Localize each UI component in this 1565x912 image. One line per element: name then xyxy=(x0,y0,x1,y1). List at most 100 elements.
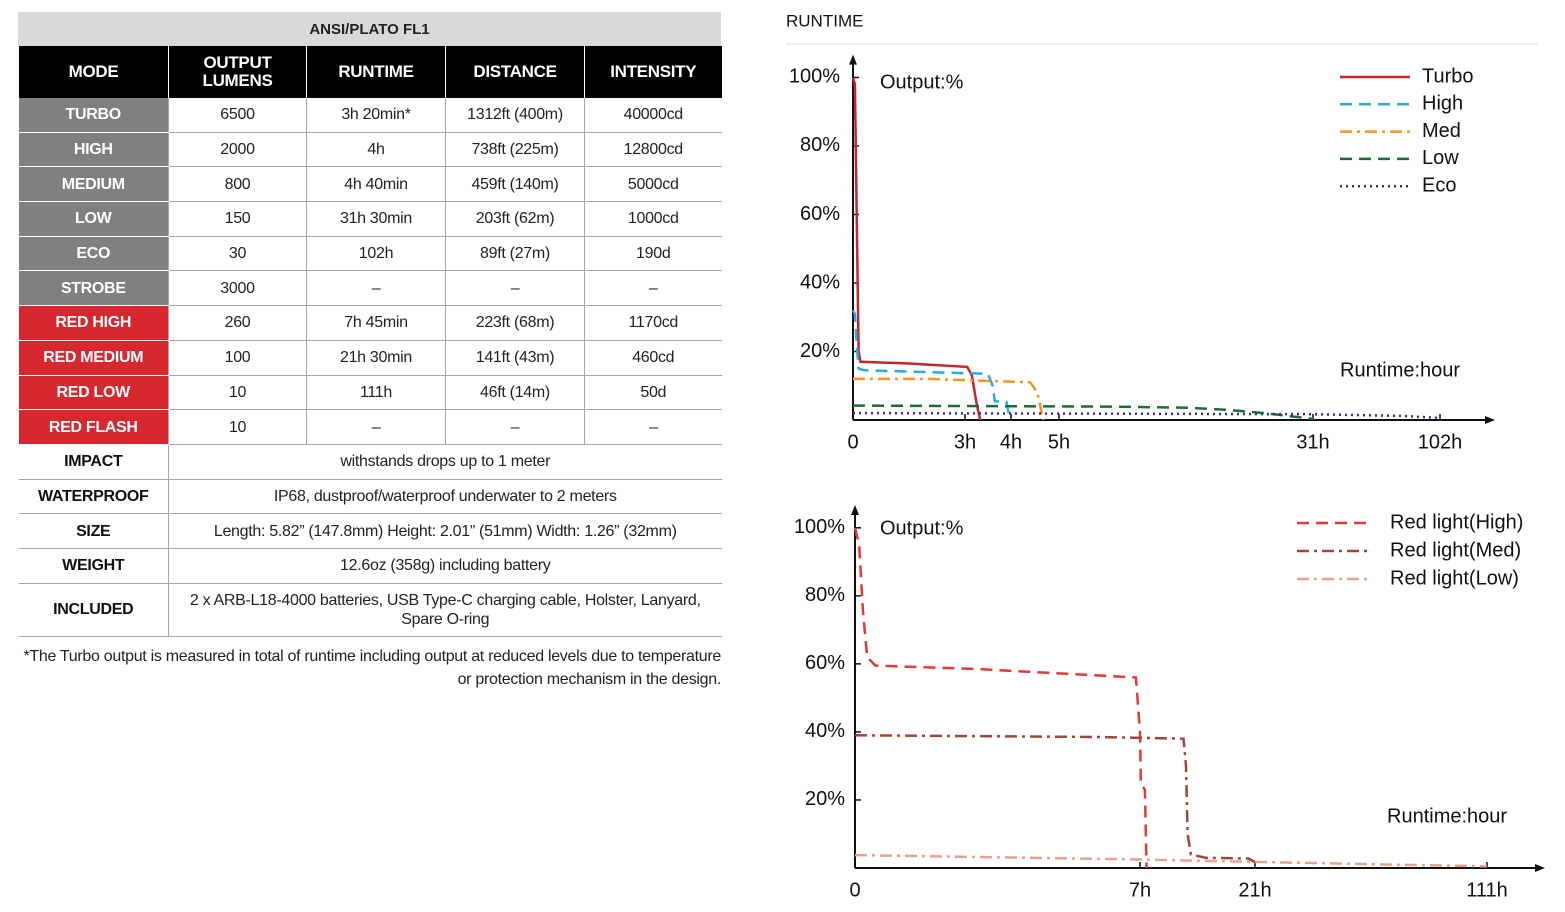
footnote: *The Turbo output is measured in total o… xyxy=(23,647,721,688)
y-tick-label: 60% xyxy=(805,652,845,674)
cell: 800 xyxy=(168,166,307,203)
x-tick-label: 7h xyxy=(1129,879,1151,901)
cell: 738ft (225m) xyxy=(445,132,585,168)
cell: 2 x ARB-L18-4000 batteries, USB Type-C c… xyxy=(168,583,722,637)
cell: 203ft (62m) xyxy=(445,201,585,237)
y-axis-label: Output:% xyxy=(880,517,964,539)
cell: – xyxy=(584,409,722,445)
cell: 111h xyxy=(306,375,446,411)
table: MODE OUTPUT LUMENS RUNTIME DISTANCE INTENSIT… xyxy=(18,46,722,637)
cell: – xyxy=(306,270,446,307)
cell: 190d xyxy=(584,236,722,272)
table-row: STROBE 3000– – – xyxy=(18,270,722,307)
row-label: HIGH xyxy=(18,132,169,168)
column-header: RUNTIME xyxy=(306,46,446,98)
x-tick-label: 21h xyxy=(1238,879,1271,901)
table-row: RED FLASH 10– – – xyxy=(18,409,722,445)
column-header: MODE xyxy=(18,46,169,98)
cell: 40000cd xyxy=(584,98,722,133)
y-tick-label: 20% xyxy=(800,340,840,362)
legend-label: Eco xyxy=(1422,174,1456,196)
y-tick-label: 80% xyxy=(805,584,845,606)
table-row: SIZE Length: 5.82” (147.8mm) Height: 2.01… xyxy=(18,513,722,549)
cell: 1170cd xyxy=(584,305,722,341)
cell: 3000 xyxy=(168,270,307,307)
row-label: RED LOW xyxy=(18,375,169,411)
series-line xyxy=(852,404,1315,421)
table-row: RED MEDIUM 100 21h 30min 141ft (43m) 460cd xyxy=(18,340,722,376)
table-row: ECO 30 102h 89ft (27m) 190d xyxy=(18,236,722,272)
y-tick-label: 20% xyxy=(805,788,845,810)
series-line xyxy=(854,853,1488,868)
cell: IP68, dustproof/waterproof underwater to… xyxy=(168,479,722,515)
legend-label: High xyxy=(1422,93,1463,115)
x-axis-label: Runtime:hour xyxy=(1340,359,1460,381)
cell: – xyxy=(306,409,446,445)
row-label: ECO xyxy=(18,236,169,272)
cell: 46ft (14m) xyxy=(445,375,585,411)
table-row: LOW 150 31h 30min 203ft (62m) 1000cd xyxy=(18,201,722,237)
row-label: WEIGHT xyxy=(18,548,169,584)
cell: 1000cd xyxy=(584,201,722,237)
cell: – xyxy=(445,409,585,445)
y-tick-label: 40% xyxy=(805,720,845,742)
legend-label: Red light(Low) xyxy=(1390,567,1519,589)
x-axis-label: Runtime:hour xyxy=(1387,805,1507,827)
cell: 100 xyxy=(168,340,307,376)
y-tick-label: 40% xyxy=(800,271,840,293)
y-tick-label: 100% xyxy=(789,66,840,88)
legend-label: Low xyxy=(1422,147,1459,169)
row-label: RED HIGH xyxy=(18,305,169,341)
cell: 3h 20min* xyxy=(306,98,446,133)
cell: 4h 40min xyxy=(306,166,446,203)
table-row: INCLUDED 2 x ARB-L18-4000 batteries, USB … xyxy=(18,583,722,637)
x-axis-arrow xyxy=(1485,416,1495,424)
series-line xyxy=(853,527,1148,869)
series-line xyxy=(851,309,1012,421)
table-title: ANSI/PLATO FL1 xyxy=(18,12,721,46)
cell: 12800cd xyxy=(584,132,722,168)
column-header: OUTPUT LUMENS xyxy=(168,46,307,98)
cell: 89ft (27m) xyxy=(445,236,585,272)
series-line xyxy=(851,77,982,421)
cell: 31h 30min xyxy=(306,201,446,237)
cell: 12.6oz (358g) including battery xyxy=(168,548,722,584)
x-tick-label: 0 xyxy=(849,879,860,901)
x-tick-label: 111h xyxy=(1466,879,1508,901)
row-label: INCLUDED xyxy=(18,583,169,637)
table-row: TURBO 6500 3h 20min* 1312ft (400m) 40000cd xyxy=(18,98,722,133)
y-axis-label: Output:% xyxy=(880,71,964,93)
cell: 459ft (140m) xyxy=(445,166,585,203)
table-row: IMPACT withstands drops up to 1 meter xyxy=(18,444,722,480)
cell: 102h xyxy=(306,236,446,272)
row-label: IMPACT xyxy=(18,444,169,480)
x-tick-label: 31h xyxy=(1296,431,1329,453)
x-tick-label: 4h xyxy=(1000,431,1022,453)
cell: 4h xyxy=(306,132,446,168)
cell: 260 xyxy=(168,305,307,341)
cell: 10 xyxy=(168,375,307,411)
y-axis-arrow xyxy=(849,54,857,65)
cell: 2000 xyxy=(168,132,307,168)
cell: 6500 xyxy=(168,98,307,133)
cell: Length: 5.82” (147.8mm) Height: 2.01” (5… xyxy=(168,513,722,549)
charts: RUNTIME 0 3h 4h 5h 31h 102h 20% 40% 60% 80% 100% Ou… xyxy=(786,11,1545,901)
x-axis-arrow xyxy=(1535,864,1545,872)
legend-label: Red light(Med) xyxy=(1390,539,1521,561)
cell: 5000cd xyxy=(584,166,722,203)
cell: 50d xyxy=(584,375,722,411)
cell: 1312ft (400m) xyxy=(445,98,585,133)
row-label: WATERPROOF xyxy=(18,479,169,515)
series-line xyxy=(852,411,1441,420)
row-label: LOW xyxy=(18,201,169,237)
cell: 30 xyxy=(168,236,307,272)
table-row: HIGH 2000 4h 738ft (225m) 12800cd xyxy=(18,132,722,168)
spec-table: ANSI/PLATO FL1 MODE OUTPUT LUMENS RUNTIME D… xyxy=(18,12,722,691)
row-label: TURBO xyxy=(18,98,169,133)
header-row: MODE OUTPUT LUMENS RUNTIME DISTANCE INTENSIT… xyxy=(18,46,722,98)
row-label: SIZE xyxy=(18,513,169,549)
cell: withstands drops up to 1 meter xyxy=(168,444,722,480)
cell: 150 xyxy=(168,201,307,237)
cell: 10 xyxy=(168,409,307,445)
table-row: RED LOW 10 111h 46ft (14m) 50d xyxy=(18,375,722,411)
